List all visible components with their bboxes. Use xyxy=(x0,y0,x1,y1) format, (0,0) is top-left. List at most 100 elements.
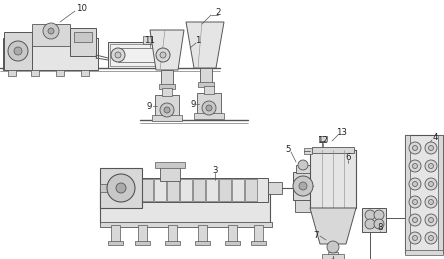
Circle shape xyxy=(425,142,437,154)
Circle shape xyxy=(164,107,170,113)
Circle shape xyxy=(327,241,339,253)
Bar xyxy=(405,135,443,253)
Circle shape xyxy=(409,160,421,172)
Bar xyxy=(168,225,177,243)
Bar xyxy=(155,95,179,117)
Bar xyxy=(8,70,16,76)
Bar xyxy=(32,24,70,46)
Bar xyxy=(56,70,64,76)
Circle shape xyxy=(428,199,433,205)
Bar xyxy=(328,252,338,256)
Bar xyxy=(100,222,272,227)
Circle shape xyxy=(107,174,135,202)
Circle shape xyxy=(115,52,121,58)
Bar xyxy=(81,70,89,76)
Circle shape xyxy=(425,214,437,226)
Bar xyxy=(160,165,180,181)
Text: 8: 8 xyxy=(377,224,383,233)
Bar xyxy=(225,241,240,245)
Circle shape xyxy=(156,48,170,62)
Circle shape xyxy=(299,182,307,190)
Circle shape xyxy=(428,163,433,169)
Polygon shape xyxy=(186,22,224,68)
Circle shape xyxy=(428,146,433,150)
Text: 4: 4 xyxy=(432,133,438,141)
Circle shape xyxy=(428,218,433,222)
Bar xyxy=(197,93,221,115)
Bar xyxy=(154,179,166,201)
Bar xyxy=(152,115,182,121)
Text: 9: 9 xyxy=(147,102,152,111)
Bar xyxy=(296,165,310,173)
Text: 12: 12 xyxy=(317,135,329,145)
Polygon shape xyxy=(310,208,356,244)
Bar xyxy=(159,84,175,89)
Bar xyxy=(162,88,172,96)
Bar xyxy=(438,135,443,253)
Bar xyxy=(322,254,344,259)
Bar xyxy=(194,113,224,119)
Circle shape xyxy=(43,23,59,39)
Bar xyxy=(100,188,270,223)
Bar xyxy=(100,168,142,208)
Circle shape xyxy=(202,101,216,115)
Circle shape xyxy=(412,199,417,205)
Bar xyxy=(108,241,123,245)
Bar xyxy=(245,179,257,201)
Circle shape xyxy=(412,235,417,241)
Bar xyxy=(228,225,237,243)
Bar xyxy=(74,32,92,42)
Polygon shape xyxy=(150,30,184,70)
Text: 1: 1 xyxy=(195,35,201,45)
Circle shape xyxy=(425,232,437,244)
Bar xyxy=(319,136,327,141)
Circle shape xyxy=(425,178,437,190)
Bar xyxy=(138,225,147,243)
Bar xyxy=(293,172,313,200)
Bar xyxy=(198,82,214,87)
Circle shape xyxy=(412,182,417,186)
Text: 11: 11 xyxy=(144,35,155,45)
Bar xyxy=(31,70,39,76)
Circle shape xyxy=(409,196,421,208)
Circle shape xyxy=(298,160,308,170)
Bar xyxy=(180,179,192,201)
Text: 13: 13 xyxy=(337,127,348,136)
Bar xyxy=(198,225,207,243)
Circle shape xyxy=(293,176,313,196)
Circle shape xyxy=(365,219,375,229)
Bar xyxy=(200,68,212,83)
Circle shape xyxy=(409,178,421,190)
Circle shape xyxy=(374,219,384,229)
Text: 10: 10 xyxy=(76,4,87,12)
Bar xyxy=(304,148,312,154)
Bar xyxy=(219,179,231,201)
Bar xyxy=(3,38,98,70)
Circle shape xyxy=(428,235,433,241)
Circle shape xyxy=(160,52,166,58)
Bar xyxy=(70,28,96,56)
Bar xyxy=(165,241,180,245)
Bar xyxy=(195,241,210,245)
Text: 9: 9 xyxy=(190,99,196,109)
Bar xyxy=(111,225,120,243)
Circle shape xyxy=(111,48,125,62)
Circle shape xyxy=(409,214,421,226)
Bar xyxy=(135,241,150,245)
Bar xyxy=(161,70,173,85)
Circle shape xyxy=(48,28,54,34)
Circle shape xyxy=(428,182,433,186)
Circle shape xyxy=(14,47,22,55)
Circle shape xyxy=(206,105,212,111)
Bar xyxy=(155,162,185,168)
Bar xyxy=(108,42,170,68)
Bar xyxy=(140,178,268,202)
Circle shape xyxy=(409,142,421,154)
Bar xyxy=(268,182,282,194)
Bar xyxy=(204,86,214,94)
Text: 2: 2 xyxy=(215,8,221,17)
Bar xyxy=(405,135,410,253)
Bar xyxy=(193,179,205,201)
Bar xyxy=(143,36,155,44)
Circle shape xyxy=(412,218,417,222)
